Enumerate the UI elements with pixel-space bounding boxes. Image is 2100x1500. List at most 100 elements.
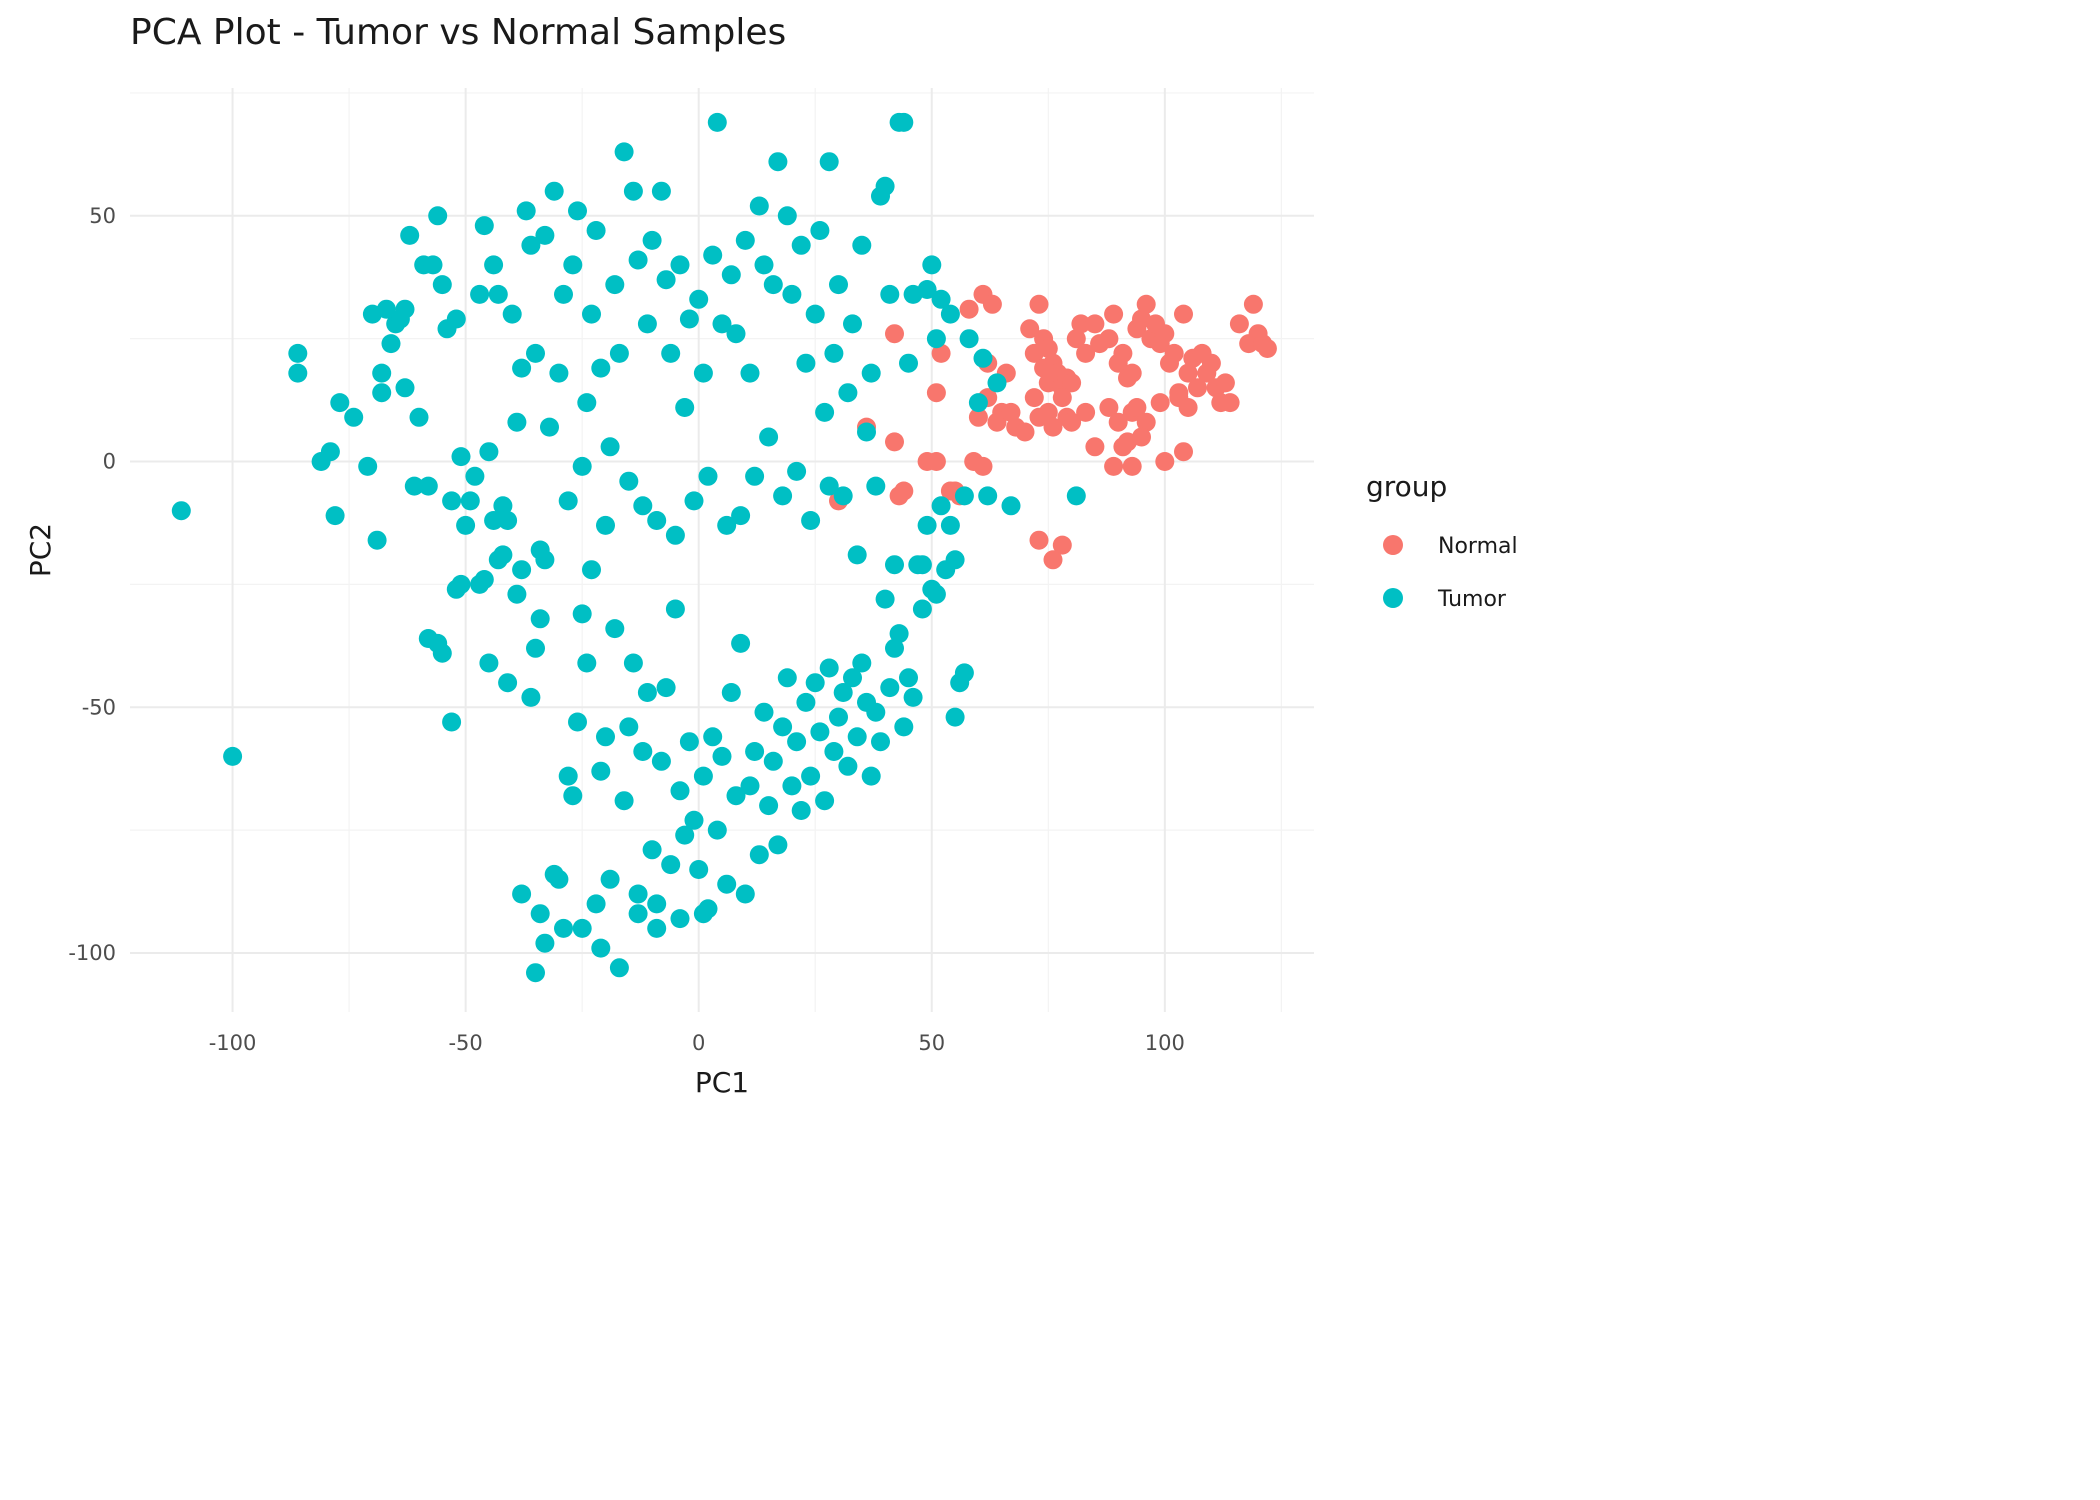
data-point-tumor <box>819 476 839 496</box>
data-point-normal <box>1043 417 1063 437</box>
data-point-normal <box>1066 329 1086 349</box>
data-point-normal <box>1174 442 1193 462</box>
data-point-tumor <box>521 687 541 707</box>
data-point-tumor <box>712 314 732 334</box>
data-point-tumor <box>474 216 494 236</box>
data-point-normal <box>1155 324 1175 344</box>
data-point-tumor <box>973 348 993 368</box>
data-point-normal <box>1178 398 1198 417</box>
data-point-tumor <box>642 230 662 250</box>
data-point-normal <box>1150 393 1170 413</box>
data-point-tumor <box>768 835 788 855</box>
data-point-normal <box>1257 339 1277 358</box>
data-point-tumor <box>568 201 587 221</box>
data-point-tumor <box>577 653 597 673</box>
data-point-tumor <box>833 683 853 702</box>
data-point-tumor <box>442 712 462 732</box>
data-point-tumor <box>689 860 709 879</box>
data-point-tumor <box>288 363 308 383</box>
data-point-tumor <box>647 894 667 914</box>
data-point-tumor <box>717 874 737 894</box>
data-point-normal <box>931 343 951 363</box>
data-point-tumor <box>320 442 340 462</box>
data-point-tumor <box>530 904 550 924</box>
data-point-tumor <box>773 486 793 506</box>
x-tick-label: -100 <box>209 1031 257 1055</box>
data-point-normal <box>1169 383 1189 403</box>
y-tick-label: 50 <box>89 204 116 228</box>
data-point-normal <box>982 294 1002 314</box>
series-tumor <box>171 112 1086 983</box>
data-point-normal <box>926 452 946 471</box>
data-point-tumor <box>1001 496 1021 516</box>
data-point-tumor <box>903 687 923 707</box>
data-point-tumor <box>763 751 783 771</box>
legend-item-normal: Normal <box>1383 534 1518 559</box>
data-point-tumor <box>894 717 914 737</box>
data-point-tumor <box>474 570 494 589</box>
data-point-tumor <box>861 363 881 383</box>
data-point-tumor <box>819 152 839 172</box>
data-point-normal <box>1020 319 1040 339</box>
data-point-tumor <box>637 314 657 334</box>
data-point-tumor <box>829 275 848 295</box>
data-point-tumor <box>866 702 886 722</box>
data-point-tumor <box>572 604 592 624</box>
data-point-tumor <box>857 422 876 442</box>
data-point-tumor <box>838 383 858 403</box>
data-point-normal <box>1085 314 1105 334</box>
data-point-normal <box>1113 343 1133 363</box>
data-point-tumor <box>843 314 862 334</box>
data-point-tumor <box>428 206 448 226</box>
data-point-tumor <box>446 309 466 329</box>
data-point-tumor <box>815 402 835 422</box>
data-point-tumor <box>623 653 643 673</box>
data-point-tumor <box>372 363 392 383</box>
data-point-tumor <box>717 515 737 535</box>
data-point-tumor <box>707 112 727 132</box>
data-point-tumor <box>824 742 844 761</box>
data-point-tumor <box>698 466 718 486</box>
data-point-tumor <box>740 776 760 796</box>
data-point-tumor <box>899 668 918 688</box>
data-point-tumor <box>376 299 396 319</box>
data-point-tumor <box>815 791 835 811</box>
data-point-normal <box>1155 452 1175 471</box>
data-point-tumor <box>498 673 518 693</box>
data-point-tumor <box>647 511 667 530</box>
data-point-tumor <box>582 560 601 580</box>
data-point-tumor <box>493 545 513 565</box>
data-point-tumor <box>582 304 601 324</box>
data-point-normal <box>1062 412 1082 432</box>
data-point-tumor <box>577 393 597 413</box>
data-point-tumor <box>852 235 872 255</box>
y-tick-label: -50 <box>82 695 116 719</box>
data-point-tumor <box>609 958 629 978</box>
y-tick-label: 0 <box>103 450 116 474</box>
data-point-tumor <box>735 884 755 904</box>
data-point-normal <box>1071 314 1091 334</box>
data-point-tumor <box>642 840 662 860</box>
data-point-tumor <box>801 766 821 786</box>
data-point-tumor <box>773 717 793 737</box>
data-point-normal <box>1076 343 1096 363</box>
data-point-normal <box>1132 427 1151 447</box>
data-point-tumor <box>554 918 573 938</box>
data-point-tumor <box>460 491 480 511</box>
pca-scatter-chart: PCA Plot - Tumor vs Normal Samples -100-… <box>24 12 1518 1099</box>
data-point-tumor <box>479 653 499 673</box>
data-point-tumor <box>791 235 811 255</box>
legend-key-normal <box>1383 535 1403 555</box>
data-point-tumor <box>465 466 485 486</box>
data-point-tumor <box>726 786 746 806</box>
data-point-normal <box>1029 294 1049 314</box>
data-point-normal <box>1099 329 1119 349</box>
data-point-tumor <box>432 275 452 295</box>
data-point-tumor <box>889 624 909 644</box>
data-point-tumor <box>563 786 583 806</box>
data-point-tumor <box>609 343 629 363</box>
data-point-tumor <box>516 201 536 221</box>
data-point-tumor <box>749 196 769 216</box>
data-point-tumor <box>703 245 723 265</box>
data-point-tumor <box>931 496 951 516</box>
